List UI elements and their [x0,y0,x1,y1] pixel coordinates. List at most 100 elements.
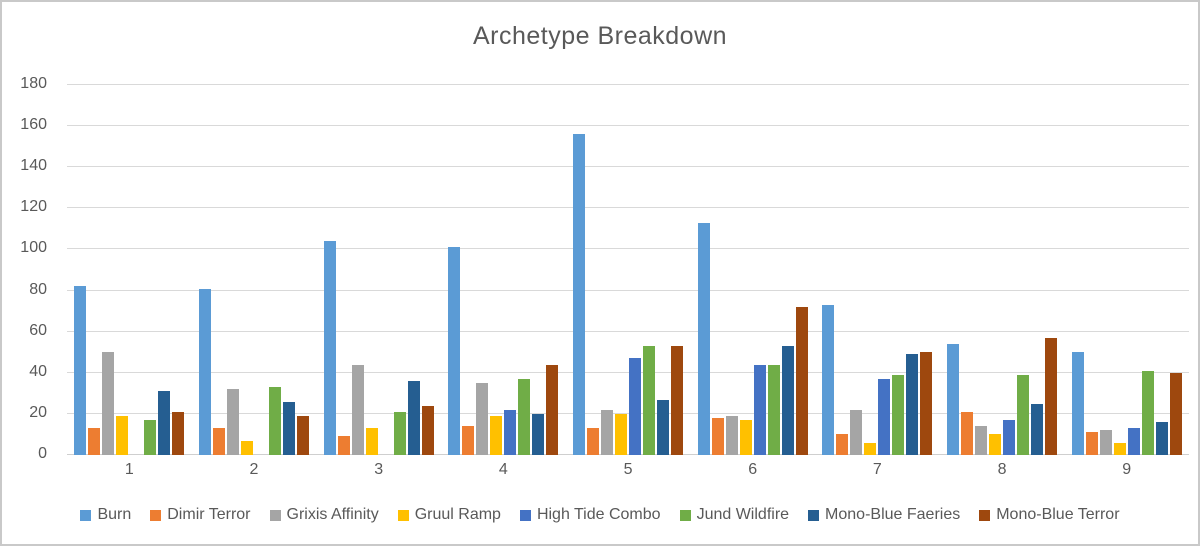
legend-swatch-high-tide-combo [519,509,531,521]
legend-item-high-tide-combo: High Tide Combo [519,506,661,524]
y-axis-labels: 0 20 40 60 80 100 120 140 160 180 [2,76,57,462]
bar-gruul-ramp-8 [989,434,1002,455]
gridline-80 [67,290,1189,291]
bar-group-6 [690,85,815,455]
bar-burn-4 [448,247,461,455]
bar-jund-wildfire-1 [144,420,157,455]
bar-dimir-terror-5 [587,428,600,455]
legend-label-burn: Burn [97,506,132,523]
bar-jund-wildfire-7 [892,375,905,455]
y-axis-tick-label-140: 140 [20,157,47,174]
legend-swatch-mono-blue-faeries [808,509,820,521]
y-axis-tick-label-20: 20 [29,404,47,421]
chart-title: Archetype Breakdown [472,22,728,50]
bar-grixis-affinity-7 [850,410,863,455]
legend-item-burn: Burn [80,506,131,524]
bar-gruul-ramp-7 [864,443,877,455]
x-axis-labels: 1 2 3 4 5 6 7 8 9 [67,461,1189,479]
bar-jund-wildfire-3 [393,412,406,455]
bar-mono-blue-faeries-1 [158,391,171,455]
bar-mono-blue-faeries-2 [283,402,295,455]
bar-group-2 [192,85,317,455]
bar-burn-9 [1071,352,1084,455]
bar-group-4 [441,85,566,455]
bar-mono-blue-terror-7 [920,352,933,455]
legend-label-grixis-affinity: Grixis Affinity [286,506,379,523]
gridline-0 [67,454,1189,455]
legend-item-dimir-terror: Dimir Terror [150,506,251,524]
legend-label-mono-blue-faeries: Mono-Blue Faeries [825,506,961,523]
bar-mono-blue-terror-2 [297,416,309,455]
bar-dimir-terror-4 [462,426,475,455]
legend-label-high-tide-combo: High Tide Combo [536,506,661,523]
gridline-120 [67,207,1189,208]
legend-label-jund-wildfire: Jund Wildfire [696,506,790,523]
bar-high-tide-combo-9 [1127,428,1140,455]
bar-dimir-terror-9 [1085,432,1098,455]
bar-gruul-ramp-1 [116,416,129,455]
bar-burn-7 [822,305,835,455]
bar-grixis-affinity-3 [351,365,364,455]
bar-dimir-terror-8 [961,412,974,455]
legend-swatch-jund-wildfire [679,509,691,521]
bar-grixis-affinity-4 [476,383,489,455]
bar-mono-blue-faeries-7 [906,354,919,455]
x-axis-label-2: 2 [249,461,259,478]
bar-jund-wildfire-9 [1141,371,1154,455]
x-axis-label-7: 7 [872,461,882,478]
y-axis-tick-label-120: 120 [20,198,47,215]
x-axis-label-9: 9 [1122,461,1132,478]
groups-layer [67,85,1189,455]
y-axis-tick-label-180: 180 [20,75,47,92]
bar-gruul-ramp-9 [1113,443,1126,455]
bar-burn-8 [947,344,960,455]
bar-gruul-ramp-3 [365,428,378,455]
bar-jund-wildfire-8 [1017,375,1030,455]
legend-swatch-dimir-terror [150,509,162,521]
gridline-160 [67,125,1189,126]
gridline-60 [67,331,1189,332]
bar-jund-wildfire-5 [643,346,656,455]
y-axis-tick-label-60: 60 [29,322,47,339]
bar-grixis-affinity-6 [725,416,738,455]
bar-high-tide-combo-5 [629,358,642,455]
bar-burn-5 [573,134,586,455]
bar-mono-blue-faeries-8 [1031,404,1044,455]
bar-gruul-ramp-2 [241,441,253,455]
bar-mono-blue-terror-9 [1169,373,1182,455]
bar-dimir-terror-1 [88,428,101,455]
bar-burn-6 [697,223,710,455]
legend-swatch-gruul-ramp [397,509,409,521]
bar-group-9 [1064,85,1189,455]
x-axis-label-5: 5 [623,461,633,478]
legend-label-gruul-ramp: Gruul Ramp [414,506,501,523]
bar-mono-blue-terror-4 [546,365,559,455]
legend-item-grixis-affinity: Grixis Affinity [269,506,379,524]
bar-mono-blue-terror-3 [421,406,434,455]
legend-swatch-grixis-affinity [269,509,281,521]
bar-mono-blue-terror-8 [1045,338,1058,455]
bar-high-tide-combo-6 [753,365,766,455]
x-axis-label-8: 8 [997,461,1007,478]
legend-item-mono-blue-terror: Mono-Blue Terror [979,506,1120,524]
bar-grixis-affinity-9 [1099,430,1112,455]
bar-jund-wildfire-2 [269,387,281,455]
bar-mono-blue-faeries-4 [532,414,545,455]
plot-area [67,84,1189,455]
gridline-100 [67,248,1189,249]
bar-group-7 [815,85,940,455]
bar-group-3 [316,85,441,455]
bar-high-tide-combo-4 [504,410,517,455]
bar-mono-blue-terror-5 [671,346,684,455]
gridline-180 [67,84,1189,85]
bar-group-8 [940,85,1065,455]
bar-mono-blue-terror-6 [795,307,808,455]
legend-label-mono-blue-terror: Mono-Blue Terror [996,506,1120,523]
bar-high-tide-combo-8 [1003,420,1016,455]
bar-grixis-affinity-8 [975,426,988,455]
bar-gruul-ramp-4 [490,416,503,455]
legend-label-dimir-terror: Dimir Terror [167,506,251,523]
legend-swatch-burn [80,509,92,521]
bar-burn-3 [323,241,336,455]
bar-mono-blue-terror-1 [172,412,185,455]
